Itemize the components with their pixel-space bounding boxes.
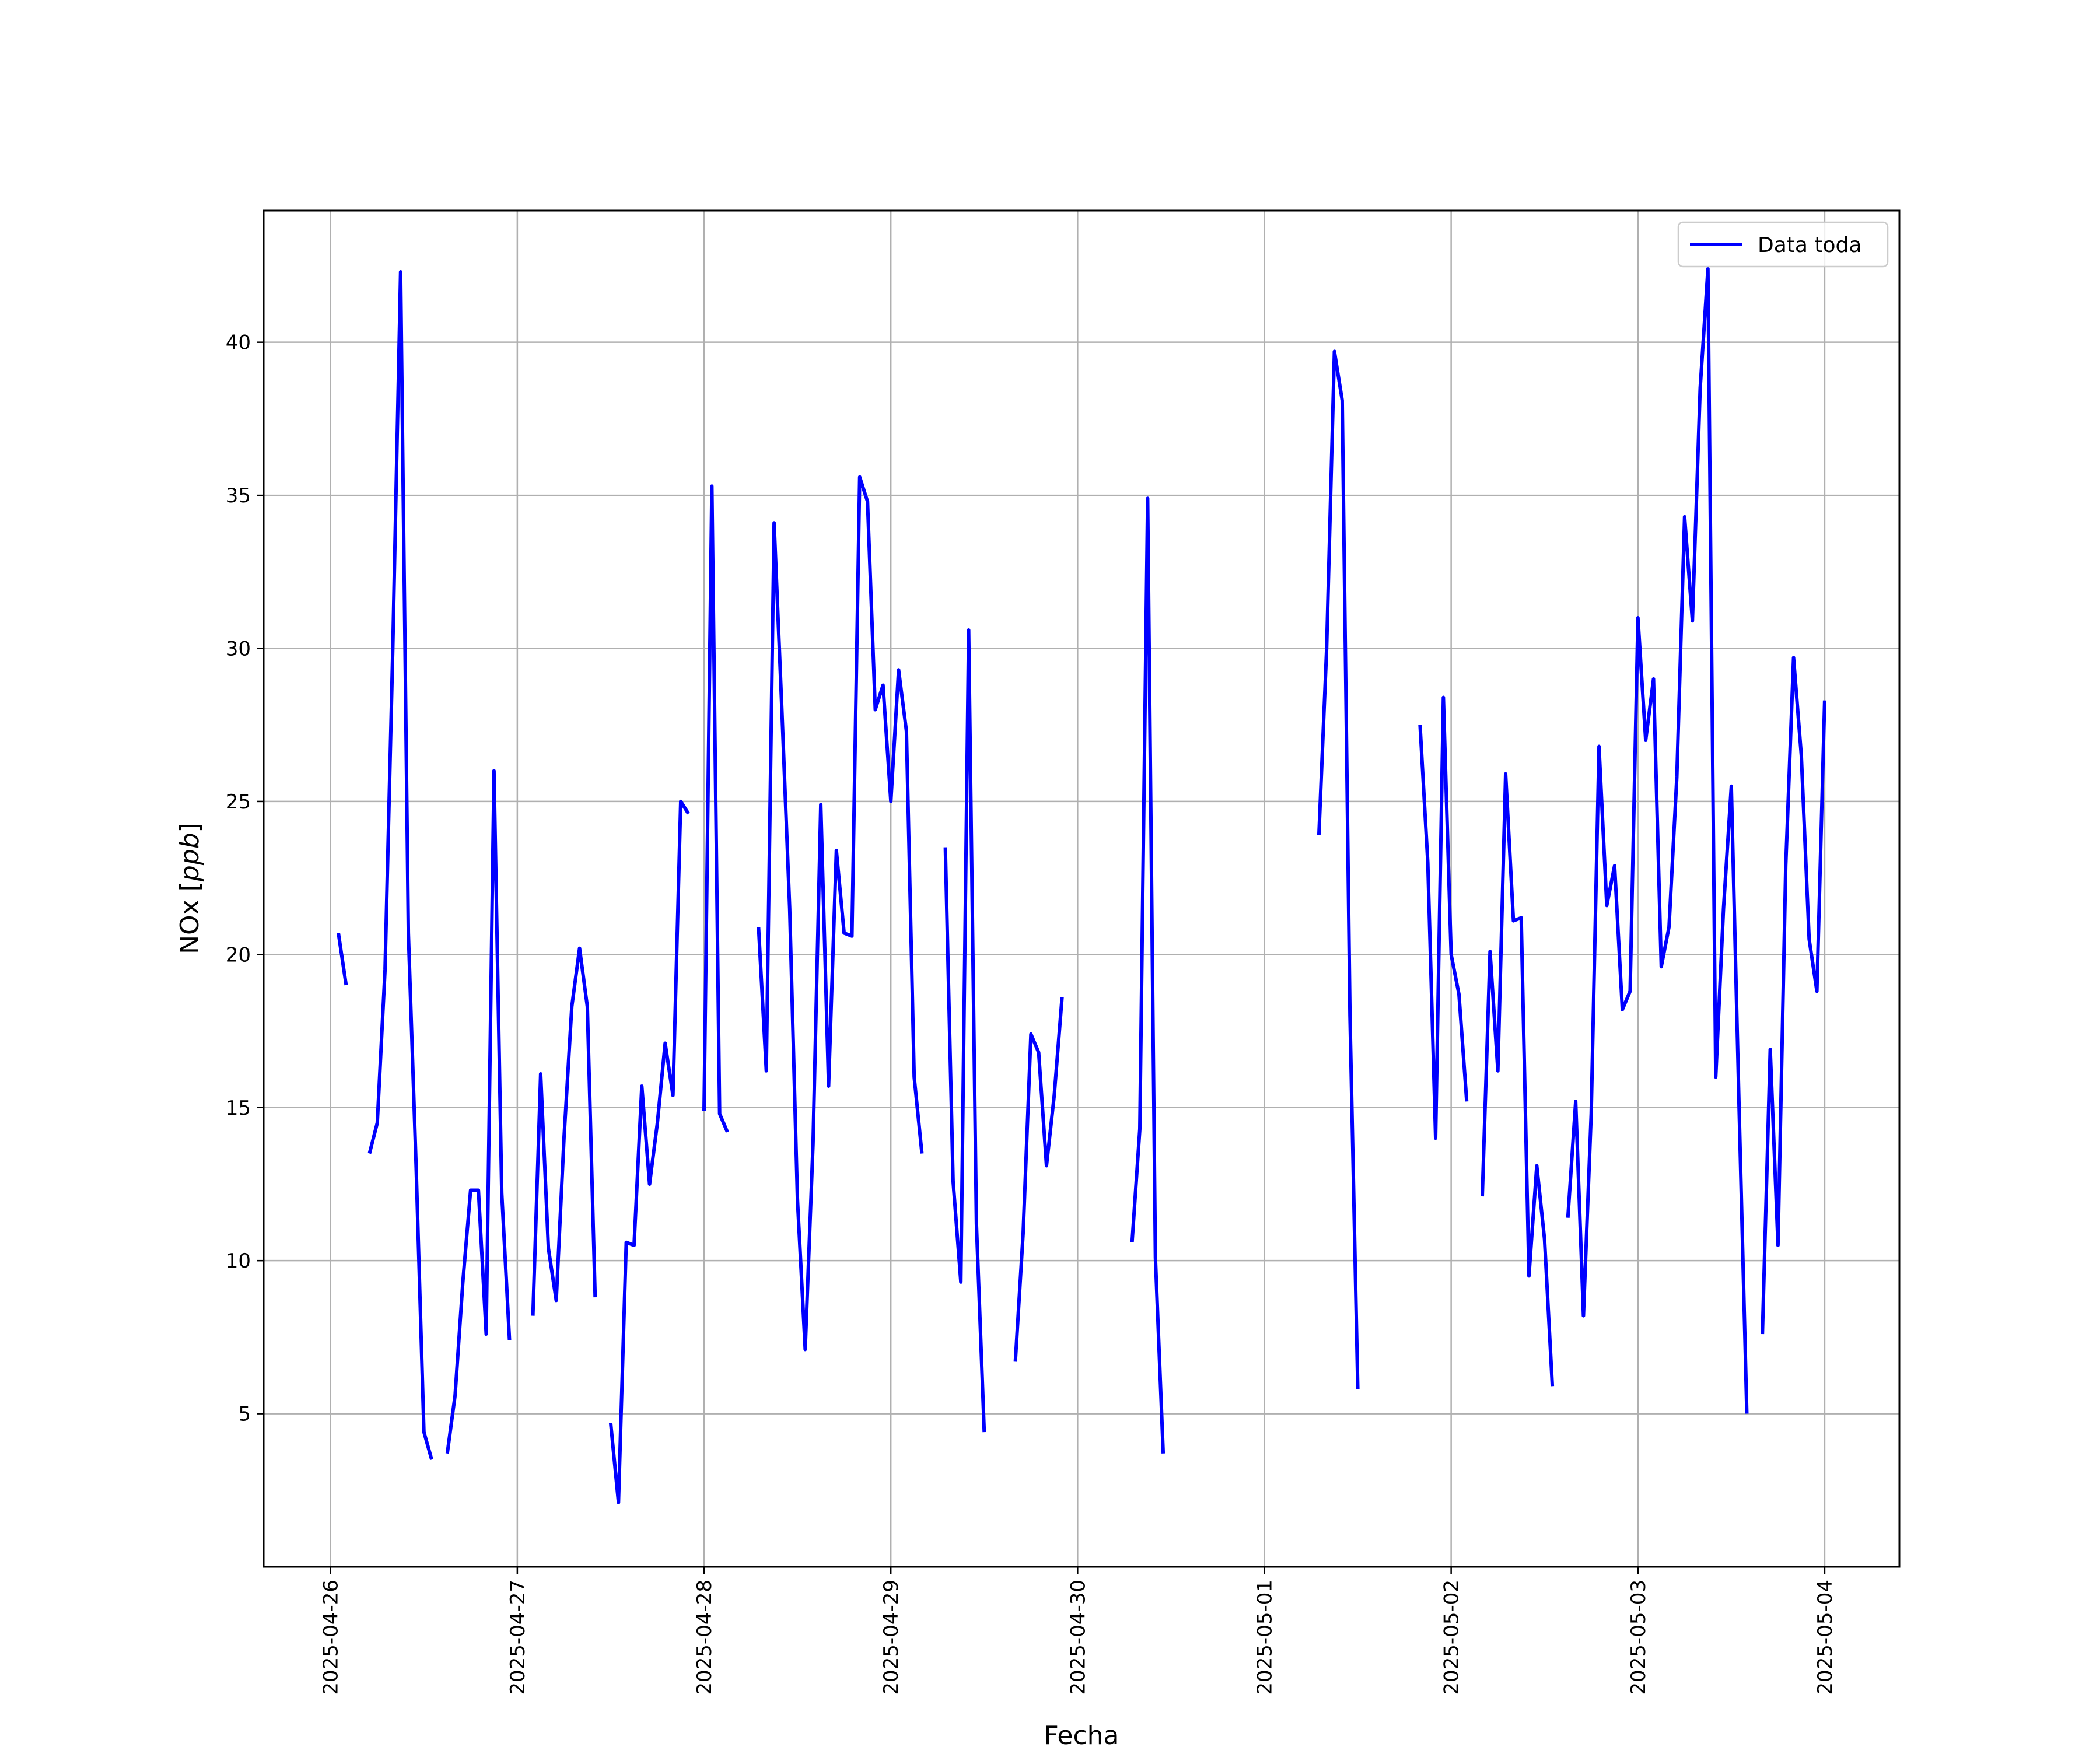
y-tick-label: 30 [226, 638, 251, 661]
series-line-segment [368, 270, 433, 1461]
series-line-segment [702, 484, 729, 1133]
series-line-segment [1013, 997, 1064, 1362]
x-tick-label: 2025-05-03 [1627, 1580, 1650, 1695]
series-line-segment [1418, 695, 1469, 1140]
plot-frame [262, 209, 1901, 1568]
y-axis-label-close: ] [175, 822, 205, 832]
x-axis-label: Fecha [1044, 1721, 1119, 1750]
y-tick-label: 35 [226, 484, 251, 508]
x-axis: 2025-04-26 2025-04-27 2025-04-28 2025-04-29… [320, 1567, 1837, 1695]
x-tick-label: 2025-04-26 [320, 1580, 343, 1695]
series-line-segment [1480, 772, 1555, 1387]
series-line-segment [1760, 656, 1826, 1335]
y-axis-label-unit: ppb [175, 832, 205, 882]
x-tick-label: 2025-05-01 [1253, 1580, 1276, 1695]
y-tick-label: 20 [226, 943, 251, 967]
legend-box [1677, 221, 1889, 268]
series-line-segment [445, 769, 512, 1454]
series-line-segment [1130, 496, 1166, 1454]
series-line-segment [943, 628, 986, 1433]
y-tick-label: 40 [226, 331, 251, 355]
y-axis-label: NOx [ppb] [175, 822, 205, 954]
series-line-segment [1566, 267, 1749, 1414]
x-tick-label: 2025-04-29 [880, 1580, 903, 1695]
series-line-segment [337, 933, 348, 986]
y-tick-label: 25 [226, 790, 251, 814]
series-line-segment [1317, 349, 1360, 1390]
y-tick-label: 10 [226, 1250, 251, 1273]
y-axis-label-text: NOx [ [175, 881, 205, 954]
y-tick-label: 5 [238, 1403, 251, 1426]
x-tick-label: 2025-05-04 [1814, 1580, 1837, 1695]
x-tick-label: 2025-04-27 [506, 1580, 530, 1695]
grid [264, 211, 1899, 1567]
legend-label: Data toda [1758, 233, 1861, 257]
legend: Data toda [1677, 221, 1889, 268]
x-tick-label: 2025-05-02 [1440, 1580, 1464, 1695]
x-tick-label: 2025-04-28 [693, 1580, 716, 1695]
y-tick-label: 15 [226, 1097, 251, 1120]
series-line-segment [608, 799, 690, 1504]
series-layer [337, 267, 1826, 1504]
series-line-segment [531, 946, 597, 1316]
y-axis: 5 10 15 20 25 30 35 40 [226, 331, 264, 1426]
series-line-segment [757, 475, 924, 1352]
x-tick-label: 2025-04-30 [1066, 1580, 1090, 1695]
